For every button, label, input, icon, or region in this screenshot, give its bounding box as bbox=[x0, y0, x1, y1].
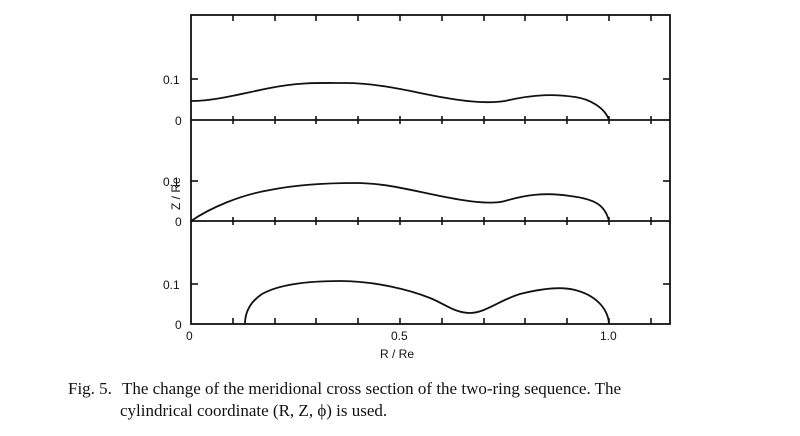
x-tick-labels: 0 0.5 1.0 bbox=[186, 329, 617, 343]
svg-text:0.5: 0.5 bbox=[391, 329, 408, 343]
svg-text:0.1: 0.1 bbox=[163, 278, 180, 292]
plot-frame bbox=[190, 14, 671, 325]
svg-text:0.1: 0.1 bbox=[163, 175, 180, 189]
svg-text:1.0: 1.0 bbox=[600, 329, 617, 343]
svg-text:0.1: 0.1 bbox=[163, 73, 180, 87]
curve-panel1 bbox=[190, 82, 610, 121]
caption-line1: The change of the meridional cross secti… bbox=[121, 379, 622, 398]
y-ticks bbox=[191, 78, 670, 285]
figure-caption: Fig. 5. The change of the meridional cros… bbox=[68, 378, 768, 422]
caption-line2: cylindrical coordinate (R, Z, ϕ) is used… bbox=[120, 401, 388, 420]
curve-panel2 bbox=[190, 182, 610, 222]
svg-text:0: 0 bbox=[175, 114, 182, 128]
x-ticks bbox=[232, 15, 652, 324]
curve-panel3 bbox=[244, 280, 610, 325]
svg-text:0: 0 bbox=[175, 318, 182, 332]
figure-label: Fig. 5. bbox=[68, 379, 112, 398]
y-tick-labels: 0.1 0 0.1 0 0.1 0 bbox=[163, 73, 182, 332]
x-axis-title: R / Re bbox=[380, 347, 414, 361]
svg-text:0: 0 bbox=[186, 329, 193, 343]
y-axis-title: Z / Re bbox=[169, 177, 183, 210]
svg-text:0: 0 bbox=[175, 215, 182, 229]
